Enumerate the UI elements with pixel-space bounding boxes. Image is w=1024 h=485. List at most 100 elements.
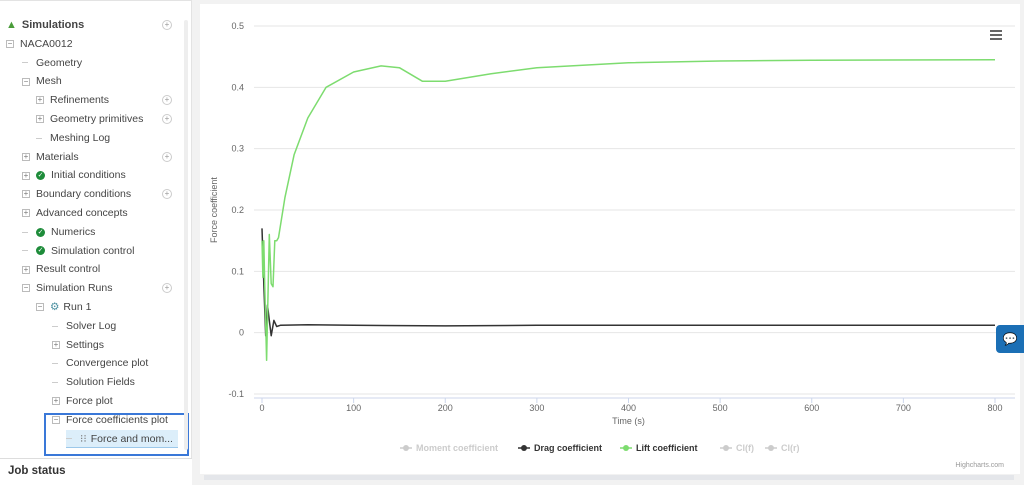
tree-item[interactable]: ✓ Numerics xyxy=(22,223,95,241)
legend-item[interactable]: Moment coefficient xyxy=(416,443,498,453)
tree-item[interactable]: + Refinements xyxy=(36,91,109,109)
tree-item[interactable]: − Mesh xyxy=(22,72,62,90)
tree-item[interactable]: Solution Fields xyxy=(52,373,135,391)
horizontal-scrollbar[interactable] xyxy=(204,475,1014,480)
y-tick-label: 0.5 xyxy=(231,21,244,31)
x-tick-label: 600 xyxy=(804,403,819,413)
chart-icon: ⁝⁝ xyxy=(80,432,87,445)
collapse-icon[interactable]: − xyxy=(36,302,44,312)
selection-highlight xyxy=(44,413,189,456)
add-button[interactable]: + xyxy=(162,20,172,30)
tree-item-label: Geometry primitives xyxy=(50,113,144,125)
tree-item-label: Initial conditions xyxy=(51,169,126,182)
tree-item[interactable]: + Materials xyxy=(22,148,79,166)
tree-item[interactable]: Convergence plot xyxy=(52,354,148,372)
collapse-icon[interactable]: − xyxy=(52,415,60,425)
tree-item-label: Solution Fields xyxy=(66,376,135,389)
check-icon: ✓ xyxy=(36,171,45,181)
tree-item[interactable]: + Boundary conditions xyxy=(22,185,131,203)
tree-item[interactable]: ✓ Simulation control xyxy=(22,242,134,260)
series-line-drag-coefficient xyxy=(261,228,995,337)
expand-icon[interactable]: + xyxy=(22,151,30,161)
tree-item-label: Settings xyxy=(66,338,104,351)
tree-item[interactable]: + Geometry primitives xyxy=(36,110,143,128)
tree-item[interactable]: − ⚙ Run 1 xyxy=(36,298,91,316)
collapse-icon[interactable]: − xyxy=(6,39,14,49)
legend-marker xyxy=(403,445,409,451)
check-icon: ✓ xyxy=(36,246,45,256)
expand-icon[interactable]: + xyxy=(22,264,30,274)
tree-item-label: Force coefficients plot xyxy=(66,413,168,426)
y-axis-title: Force coefficient xyxy=(209,177,219,243)
tree-item[interactable]: + Advanced concepts xyxy=(22,204,128,222)
tree-item[interactable]: Geometry xyxy=(22,54,82,72)
tree-line xyxy=(22,62,28,64)
add-button[interactable]: + xyxy=(162,283,172,294)
tree-line xyxy=(22,250,28,252)
add-button[interactable]: + xyxy=(162,189,172,200)
add-button[interactable]: + xyxy=(162,114,172,124)
expand-icon[interactable]: + xyxy=(36,95,44,105)
menu-icon[interactable] xyxy=(990,34,1002,36)
collapse-icon[interactable]: − xyxy=(22,283,30,293)
tree-item[interactable]: − Simulation Runs xyxy=(22,279,112,297)
tree-line xyxy=(66,438,72,440)
series-line-lift-coefficient xyxy=(261,58,996,362)
expand-icon[interactable]: + xyxy=(36,114,44,124)
tree-item[interactable]: + ✓ Initial conditions xyxy=(22,166,126,184)
tree-item-label: Refinements xyxy=(50,94,109,107)
menu-icon[interactable] xyxy=(990,38,1002,40)
tree-item-label: Force and mom... xyxy=(90,432,173,445)
tree-item[interactable]: + Result control xyxy=(22,260,100,278)
expand-icon[interactable]: + xyxy=(22,170,30,180)
tree-item[interactable]: + Settings xyxy=(52,336,104,354)
sidebar-scrollbar[interactable] xyxy=(184,20,188,450)
x-tick-label: 200 xyxy=(438,403,453,413)
add-button[interactable]: + xyxy=(162,151,172,162)
x-tick-label: 400 xyxy=(621,403,636,413)
job-status-header[interactable]: Job status xyxy=(0,458,192,485)
expand-icon[interactable]: + xyxy=(22,208,30,218)
legend-marker xyxy=(623,445,629,451)
tree-item[interactable]: − Force coefficients plot xyxy=(52,411,168,429)
simulations-icon: ▲ xyxy=(6,19,17,31)
x-tick-label: 700 xyxy=(896,403,911,413)
tree-item[interactable]: Solver Log xyxy=(52,317,116,335)
x-axis-title: Time (s) xyxy=(612,416,645,426)
tree-item[interactable]: ▲ Simulations xyxy=(6,16,84,34)
tree-item-label: Result control xyxy=(36,263,101,276)
menu-icon[interactable] xyxy=(990,30,1002,32)
expand-icon[interactable]: + xyxy=(22,189,30,199)
legend-item[interactable]: Cl(f) xyxy=(736,443,754,453)
check-icon: ✓ xyxy=(36,227,45,237)
tree-item-label: Force plot xyxy=(66,395,113,407)
tree-item-label: Simulations xyxy=(21,19,85,31)
y-tick-label: 0.1 xyxy=(231,266,244,276)
tree-item[interactable]: − NACA0012 xyxy=(6,35,73,53)
tree-item[interactable]: Meshing Log xyxy=(36,129,110,147)
tree-line xyxy=(52,363,58,365)
chat-icon[interactable]: 💬 xyxy=(996,325,1024,353)
legend-item[interactable]: Cl(r) xyxy=(781,443,800,453)
expand-icon[interactable]: + xyxy=(52,339,60,349)
add-button[interactable]: + xyxy=(162,95,172,106)
tree-item[interactable]: ⁝⁝ Force and mom... xyxy=(66,429,178,448)
legend-item[interactable]: Lift coefficient xyxy=(636,443,698,453)
tree-line xyxy=(52,325,58,327)
collapse-icon[interactable]: − xyxy=(22,76,30,86)
y-tick-label: 0.3 xyxy=(231,144,244,154)
force-coefficient-chart: -0.1 0 0.1 0.2 0.3 0.4 0.5 0 100 200 300 400 500 600 7… xyxy=(209,21,1015,469)
tree-item[interactable]: + Force plot xyxy=(52,392,113,410)
tree-item-label: NACA0012 xyxy=(20,37,73,50)
x-tick-label: 0 xyxy=(259,403,264,413)
x-tick-label: 100 xyxy=(346,403,361,413)
x-tick-label: 800 xyxy=(987,403,1002,413)
tree-item-label: Meshing Log xyxy=(50,131,111,144)
tree-item-label: Materials xyxy=(36,150,79,163)
x-tick-label: 500 xyxy=(713,403,728,413)
expand-icon[interactable]: + xyxy=(52,396,60,406)
highcharts-credits: Highcharts.com xyxy=(955,462,1004,469)
legend-marker xyxy=(768,445,774,451)
legend-item[interactable]: Drag coefficient xyxy=(534,443,602,453)
tree-item-label: Advanced concepts xyxy=(36,207,128,219)
